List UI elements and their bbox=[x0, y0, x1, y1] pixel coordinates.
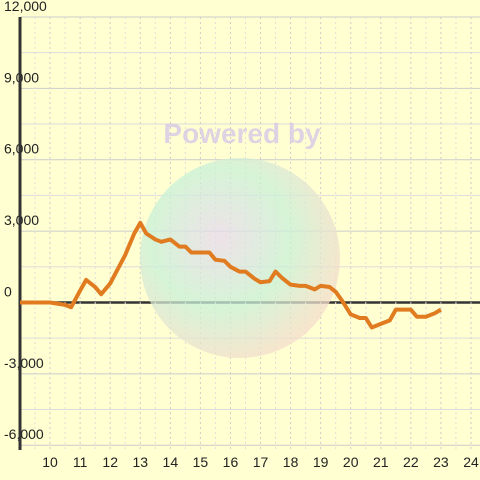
x-tick-label: 17 bbox=[253, 454, 269, 470]
x-tick-label: 14 bbox=[163, 454, 179, 470]
x-tick-label: 22 bbox=[403, 454, 419, 470]
x-tick-label: 23 bbox=[433, 454, 449, 470]
watermark-logo bbox=[140, 158, 340, 358]
x-tick-label: 10 bbox=[42, 454, 58, 470]
y-tick-label: 6,000 bbox=[4, 141, 39, 157]
x-tick-label: 11 bbox=[73, 454, 88, 470]
x-tick-label: 19 bbox=[313, 454, 329, 470]
y-tick-label: 9,000 bbox=[4, 69, 39, 85]
x-tick-label: 15 bbox=[193, 454, 209, 470]
x-tick-label: 16 bbox=[223, 454, 239, 470]
x-tick-label: 12 bbox=[102, 454, 118, 470]
x-tick-label: 21 bbox=[373, 454, 389, 470]
watermark: Powered by bbox=[163, 118, 321, 149]
series-line bbox=[20, 220, 442, 330]
x-tick-label: 24 bbox=[463, 454, 479, 470]
plot: -6,000 -3,000 0 3,000 6,000 9,000 12,000 10 11 12… bbox=[4, 0, 479, 470]
x-tick-label: 13 bbox=[132, 454, 148, 470]
x-tick-label: 18 bbox=[283, 454, 299, 470]
y-tick-label: -3,000 bbox=[4, 355, 44, 371]
x-tick-label: 20 bbox=[343, 454, 359, 470]
y-tick-label: -6,000 bbox=[4, 426, 44, 442]
y-tick-label: 0 bbox=[4, 283, 12, 299]
y-tick-label: 3,000 bbox=[4, 212, 39, 228]
y-tick-label: 12,000 bbox=[4, 0, 47, 14]
